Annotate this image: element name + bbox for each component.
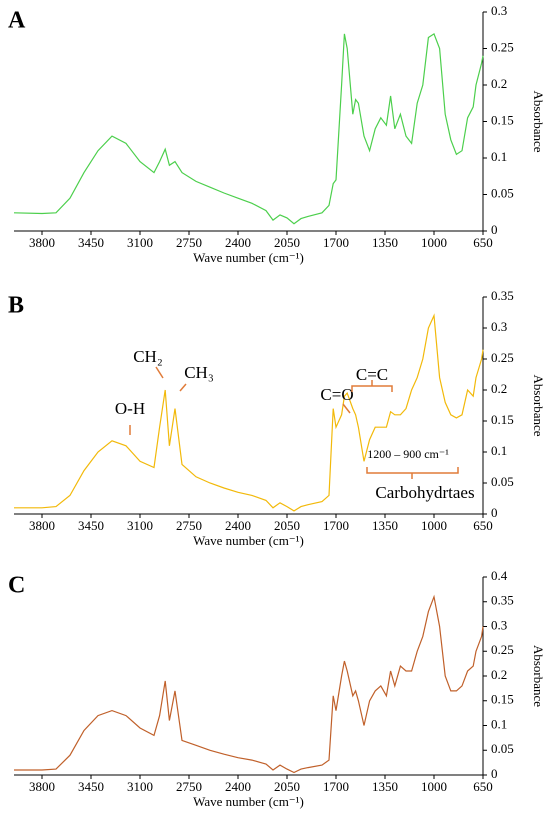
x-tick-label: 3450 [78, 779, 104, 794]
annotation: CH₂ [133, 347, 163, 366]
x-tick-label: 2050 [274, 235, 300, 250]
x-tick-label: 1350 [372, 235, 398, 250]
x-tick-label: 1700 [323, 779, 349, 794]
x-axis-label: Wave number (cm⁻¹) [193, 794, 304, 809]
y-tick-label: 0 [491, 505, 498, 520]
annotation: O-H [115, 399, 145, 418]
spectrum-line [13, 32, 484, 225]
y-tick-label: 0.2 [491, 381, 507, 396]
y-tick-label: 0.1 [491, 443, 507, 458]
x-tick-label: 3450 [78, 518, 104, 533]
annotation-bracket [179, 383, 187, 392]
panel-label: C [8, 573, 25, 599]
y-tick-label: 0.25 [491, 642, 514, 657]
x-tick-label: 650 [473, 518, 493, 533]
y-tick-label: 0.4 [491, 568, 508, 583]
annotation: C=O [320, 385, 353, 404]
x-tick-label: 2050 [274, 518, 300, 533]
x-tick-label: 3100 [127, 779, 153, 794]
x-tick-label: 1700 [323, 518, 349, 533]
y-axis-label: Absorbance [531, 645, 546, 707]
y-tick-label: 0.05 [491, 741, 514, 756]
y-tick-label: 0.15 [491, 412, 514, 427]
y-tick-label: 0.05 [491, 474, 514, 489]
annotation-bracket [342, 403, 351, 414]
x-tick-label: 2750 [176, 518, 202, 533]
y-tick-label: 0.25 [491, 39, 514, 54]
y-tick-label: 0 [491, 222, 498, 237]
x-tick-label: 2400 [225, 235, 251, 250]
y-tick-label: 0.15 [491, 692, 514, 707]
annotation-bracket [366, 467, 459, 479]
y-tick-label: 0.1 [491, 149, 507, 164]
annotation: CH₃ [184, 363, 214, 382]
y-tick-label: 0.05 [491, 185, 514, 200]
x-tick-label: 1000 [421, 235, 447, 250]
x-axis-label: Wave number (cm⁻¹) [193, 533, 304, 548]
y-tick-label: 0.35 [491, 288, 514, 303]
y-axis-label: Absorbance [531, 374, 546, 436]
spectrum-line [14, 594, 484, 774]
x-tick-label: 1000 [421, 518, 447, 533]
x-tick-label: 2750 [176, 235, 202, 250]
y-tick-label: 0.3 [491, 319, 507, 334]
x-tick-label: 2750 [176, 779, 202, 794]
y-tick-label: 0.1 [491, 716, 507, 731]
x-tick-label: 3100 [127, 518, 153, 533]
y-tick-label: 0.3 [491, 617, 507, 632]
x-tick-label: 3450 [78, 235, 104, 250]
y-tick-label: 0.2 [491, 667, 507, 682]
x-tick-label: 2050 [274, 779, 300, 794]
x-tick-label: 650 [473, 779, 493, 794]
x-tick-label: 1700 [323, 235, 349, 250]
y-tick-label: 0.35 [491, 593, 514, 608]
y-axis-label: Absorbance [531, 90, 546, 152]
spectrum-line [14, 313, 484, 512]
annotation-bracket [155, 366, 164, 379]
x-tick-label: 3800 [29, 235, 55, 250]
panel-label: A [8, 8, 26, 34]
x-tick-label: 3800 [29, 779, 55, 794]
annotation: 1200 – 900 cm⁻¹ [367, 447, 449, 461]
x-tick-label: 2400 [225, 779, 251, 794]
x-tick-label: 3100 [127, 235, 153, 250]
x-tick-label: 3800 [29, 518, 55, 533]
annotation: C=C [356, 365, 388, 384]
x-tick-label: 2400 [225, 518, 251, 533]
x-axis-label: Wave number (cm⁻¹) [193, 250, 304, 265]
annotation-bracket [351, 380, 393, 392]
x-tick-label: 1350 [372, 779, 398, 794]
y-tick-label: 0.3 [491, 3, 507, 18]
panel-label: B [8, 293, 24, 319]
x-tick-label: 1350 [372, 518, 398, 533]
x-tick-label: 650 [473, 235, 493, 250]
x-tick-label: 1000 [421, 779, 447, 794]
y-tick-label: 0.15 [491, 112, 514, 127]
y-tick-label: 0 [491, 766, 498, 781]
annotation: Carbohydrtaes [375, 483, 474, 502]
y-tick-label: 0.2 [491, 76, 507, 91]
y-tick-label: 0.25 [491, 350, 514, 365]
